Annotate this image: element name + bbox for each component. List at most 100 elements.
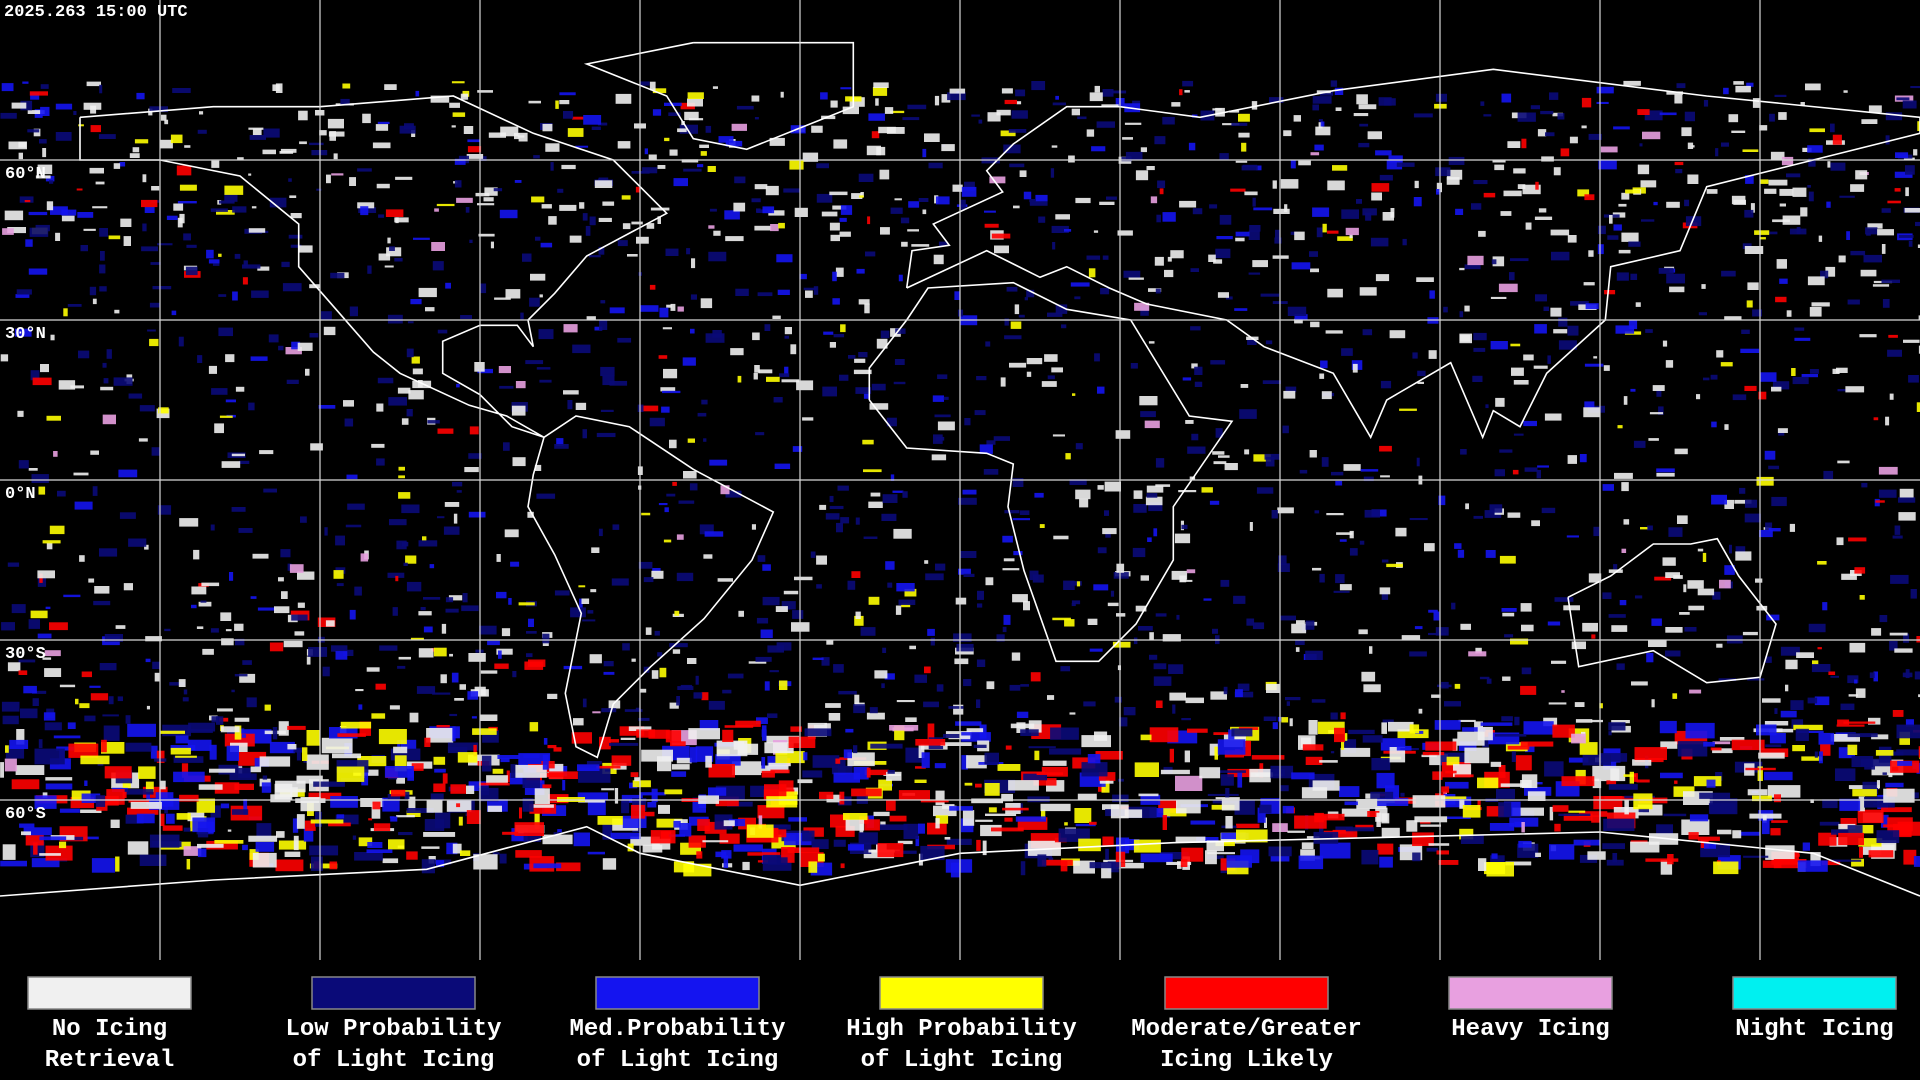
- icing-pixel: [398, 492, 411, 499]
- icing-pixel: [1310, 268, 1319, 273]
- graticule: [0, 0, 1920, 960]
- icing-pixel: [511, 405, 526, 416]
- icing-pixel: [1588, 250, 1594, 257]
- icing-pixel: [1796, 652, 1814, 658]
- icing-pixel: [1604, 290, 1616, 295]
- icing-pixel: [845, 728, 854, 733]
- icing-pixel: [778, 222, 785, 229]
- icing-pixel: [1718, 678, 1736, 681]
- icing-pixel: [373, 823, 391, 831]
- icing-pixel: [1502, 676, 1511, 681]
- icing-pixel: [1774, 708, 1778, 714]
- icing-pixel: [1570, 301, 1589, 306]
- icing-pixel: [923, 701, 939, 708]
- icing-pixel: [1876, 780, 1880, 788]
- icing-pixel: [562, 780, 566, 791]
- icing-pixel: [1735, 85, 1751, 93]
- icing-pixel: [1716, 350, 1724, 358]
- icing-pixel: [467, 691, 479, 700]
- icing-pixel: [166, 813, 175, 824]
- icing-pixel: [1306, 836, 1320, 839]
- icing-pixel: [808, 861, 818, 873]
- icing-pixel: [860, 627, 876, 636]
- icing-pixel: [1314, 144, 1324, 151]
- icing-pixel: [761, 770, 775, 778]
- icing-pixel: [772, 315, 781, 319]
- icing-pixel: [84, 780, 88, 786]
- icing-pixel: [1767, 785, 1801, 798]
- icing-pixel: [1318, 119, 1323, 122]
- icing-pixel: [760, 629, 773, 639]
- icing-pixel: [611, 755, 632, 766]
- icing-pixel: [1386, 160, 1403, 170]
- icing-pixel: [1494, 164, 1505, 171]
- icing-pixel: [1319, 842, 1351, 859]
- icing-pixel: [959, 551, 977, 558]
- icing-pixel: [681, 159, 699, 163]
- icing-pixel: [1764, 771, 1793, 781]
- coastline: [0, 825, 1920, 897]
- icing-pixel: [306, 730, 321, 746]
- icing-pixel: [635, 186, 640, 193]
- icing-pixel: [1800, 102, 1805, 106]
- icing-pixel: [572, 344, 591, 354]
- icing-pixel: [219, 415, 233, 418]
- icing-pixel: [217, 708, 233, 712]
- icing-pixel: [1235, 160, 1248, 163]
- icing-pixel: [1861, 758, 1892, 767]
- icing-pixel: [1583, 282, 1595, 286]
- icing-pixel: [434, 208, 439, 212]
- icing-pixel: [212, 263, 220, 266]
- icing-pixel: [1818, 732, 1835, 745]
- icing-pixel: [802, 830, 815, 842]
- icing-pixel: [948, 706, 964, 709]
- icing-pixel: [1745, 175, 1754, 184]
- icing-pixel: [92, 206, 108, 209]
- icing-pixel: [596, 432, 616, 438]
- icing-pixel: [1190, 326, 1201, 331]
- icing-pixel: [1401, 635, 1421, 641]
- icing-pixel: [175, 735, 189, 744]
- icing-pixel: [651, 570, 664, 579]
- icing-pixel: [150, 745, 158, 759]
- icing-pixel: [966, 755, 987, 769]
- icing-pixel: [182, 697, 189, 702]
- icing-pixel: [1747, 678, 1765, 681]
- icing-pixel: [821, 657, 830, 666]
- icing-pixel: [880, 227, 890, 235]
- icing-pixel: [1148, 341, 1155, 344]
- icing-pixel: [1523, 420, 1537, 427]
- icing-pixel: [321, 311, 332, 321]
- icing-pixel: [46, 415, 61, 421]
- icing-pixel: [257, 607, 276, 611]
- icing-pixel: [687, 438, 695, 443]
- icing-pixel: [345, 524, 362, 528]
- icing-pixel: [398, 656, 411, 660]
- icing-pixel: [1764, 450, 1776, 460]
- icing-pixel: [1521, 667, 1532, 675]
- icing-pixel: [184, 145, 191, 148]
- icing-pixel: [866, 712, 885, 720]
- icing-pixel: [1319, 760, 1338, 763]
- icing-pixel: [99, 663, 117, 671]
- icing-pixel: [1847, 825, 1863, 837]
- icing-pixel: [1801, 756, 1823, 761]
- icing-pixel: [322, 666, 330, 677]
- icing-pixel: [909, 645, 916, 650]
- icing-pixel: [410, 637, 424, 641]
- icing-pixel: [1234, 691, 1254, 698]
- icing-pixel: [211, 716, 219, 723]
- icing-pixel: [1221, 832, 1249, 839]
- icing-pixel: [1409, 724, 1420, 734]
- icing-pixel: [728, 818, 746, 827]
- icing-pixel: [24, 200, 31, 203]
- icing-pixel: [1076, 581, 1081, 587]
- icing-pixel: [1712, 748, 1733, 754]
- icing-pixel: [781, 601, 796, 610]
- icing-pixel: [597, 816, 624, 825]
- icing-pixel: [437, 329, 448, 334]
- legend-swatch: [311, 976, 476, 1010]
- icing-pixel: [246, 697, 257, 708]
- icing-pixel: [1118, 778, 1124, 782]
- icing-pixel: [1904, 208, 1920, 213]
